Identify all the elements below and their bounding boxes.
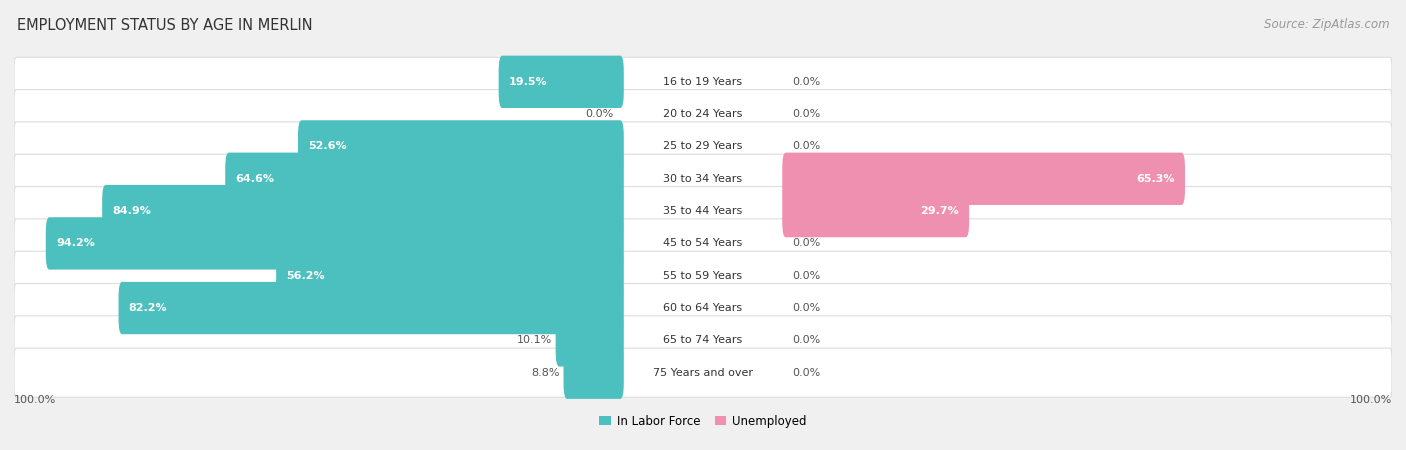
Text: 55 to 59 Years: 55 to 59 Years bbox=[664, 271, 742, 281]
FancyBboxPatch shape bbox=[782, 153, 1185, 205]
Text: 10.1%: 10.1% bbox=[517, 335, 553, 345]
Text: 0.0%: 0.0% bbox=[585, 109, 613, 119]
FancyBboxPatch shape bbox=[14, 90, 1392, 139]
Text: 8.8%: 8.8% bbox=[531, 368, 560, 378]
Text: Source: ZipAtlas.com: Source: ZipAtlas.com bbox=[1264, 18, 1389, 31]
Text: 29.7%: 29.7% bbox=[920, 206, 959, 216]
Text: 64.6%: 64.6% bbox=[236, 174, 274, 184]
FancyBboxPatch shape bbox=[14, 57, 1392, 106]
Text: 0.0%: 0.0% bbox=[793, 238, 821, 248]
FancyBboxPatch shape bbox=[564, 346, 624, 399]
FancyBboxPatch shape bbox=[782, 185, 969, 237]
Text: 56.2%: 56.2% bbox=[287, 271, 325, 281]
Text: 82.2%: 82.2% bbox=[129, 303, 167, 313]
FancyBboxPatch shape bbox=[14, 154, 1392, 203]
FancyBboxPatch shape bbox=[118, 282, 624, 334]
Text: 0.0%: 0.0% bbox=[793, 335, 821, 345]
FancyBboxPatch shape bbox=[14, 284, 1392, 333]
Text: 0.0%: 0.0% bbox=[793, 109, 821, 119]
Text: 0.0%: 0.0% bbox=[793, 368, 821, 378]
Text: 100.0%: 100.0% bbox=[14, 395, 56, 405]
Text: 45 to 54 Years: 45 to 54 Years bbox=[664, 238, 742, 248]
Text: 20 to 24 Years: 20 to 24 Years bbox=[664, 109, 742, 119]
Text: 65 to 74 Years: 65 to 74 Years bbox=[664, 335, 742, 345]
FancyBboxPatch shape bbox=[46, 217, 624, 270]
Text: 94.2%: 94.2% bbox=[56, 238, 96, 248]
Text: 35 to 44 Years: 35 to 44 Years bbox=[664, 206, 742, 216]
FancyBboxPatch shape bbox=[499, 56, 624, 108]
Text: EMPLOYMENT STATUS BY AGE IN MERLIN: EMPLOYMENT STATUS BY AGE IN MERLIN bbox=[17, 18, 312, 33]
FancyBboxPatch shape bbox=[298, 120, 624, 173]
FancyBboxPatch shape bbox=[225, 153, 624, 205]
Text: 25 to 29 Years: 25 to 29 Years bbox=[664, 141, 742, 152]
Text: 16 to 19 Years: 16 to 19 Years bbox=[664, 77, 742, 87]
Text: 65.3%: 65.3% bbox=[1136, 174, 1174, 184]
FancyBboxPatch shape bbox=[14, 251, 1392, 300]
FancyBboxPatch shape bbox=[276, 250, 624, 302]
FancyBboxPatch shape bbox=[14, 122, 1392, 171]
Text: 100.0%: 100.0% bbox=[1350, 395, 1392, 405]
FancyBboxPatch shape bbox=[555, 314, 624, 367]
Text: 0.0%: 0.0% bbox=[793, 141, 821, 152]
FancyBboxPatch shape bbox=[14, 187, 1392, 236]
FancyBboxPatch shape bbox=[14, 219, 1392, 268]
FancyBboxPatch shape bbox=[14, 348, 1392, 397]
Text: 30 to 34 Years: 30 to 34 Years bbox=[664, 174, 742, 184]
Text: 19.5%: 19.5% bbox=[509, 77, 547, 87]
Text: 0.0%: 0.0% bbox=[793, 271, 821, 281]
Text: 75 Years and over: 75 Years and over bbox=[652, 368, 754, 378]
FancyBboxPatch shape bbox=[14, 316, 1392, 365]
Legend: In Labor Force, Unemployed: In Labor Force, Unemployed bbox=[599, 414, 807, 428]
Text: 84.9%: 84.9% bbox=[112, 206, 152, 216]
Text: 52.6%: 52.6% bbox=[308, 141, 347, 152]
FancyBboxPatch shape bbox=[103, 185, 624, 237]
Text: 60 to 64 Years: 60 to 64 Years bbox=[664, 303, 742, 313]
Text: 0.0%: 0.0% bbox=[793, 77, 821, 87]
Text: 0.0%: 0.0% bbox=[793, 303, 821, 313]
